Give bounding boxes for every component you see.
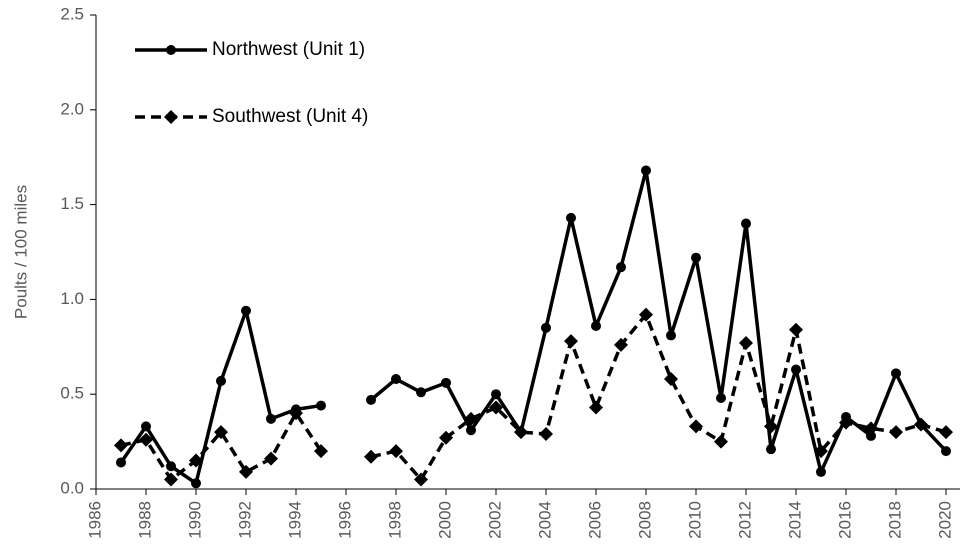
data-point — [741, 218, 751, 229]
series-line — [119, 168, 948, 486]
data-point — [789, 322, 803, 337]
legend-marker — [164, 110, 178, 124]
data-point — [189, 453, 203, 468]
data-point — [391, 374, 401, 385]
data-point — [664, 372, 678, 387]
x-tick-label: 1994 — [285, 501, 304, 539]
data-point — [816, 466, 826, 477]
data-point — [864, 421, 878, 436]
y-tick-label: 1.5 — [60, 194, 84, 213]
data-point — [839, 415, 853, 430]
x-tick-label: 2004 — [535, 501, 554, 539]
data-point — [591, 320, 601, 331]
data-point — [389, 444, 403, 459]
data-point — [689, 419, 703, 434]
data-point — [666, 330, 676, 341]
x-tick-label: 2014 — [785, 501, 804, 539]
data-point — [314, 444, 328, 459]
data-point — [266, 413, 276, 424]
x-tick-label: 2016 — [835, 501, 854, 539]
data-point — [866, 430, 876, 441]
data-point — [489, 400, 503, 415]
x-tick-label: 2010 — [685, 501, 704, 539]
data-point — [889, 425, 903, 440]
y-tick-label: 2.0 — [60, 99, 84, 118]
data-point — [566, 212, 576, 223]
y-tick-label: 2.5 — [60, 4, 84, 23]
x-tick-label: 2006 — [585, 501, 604, 539]
x-tick-label: 2002 — [485, 501, 504, 539]
data-point — [439, 430, 453, 445]
data-point — [616, 262, 626, 273]
data-point — [739, 336, 753, 351]
data-point — [641, 165, 651, 176]
data-point — [714, 434, 728, 449]
data-point — [166, 461, 176, 472]
data-point — [791, 364, 801, 375]
x-tick-label: 1990 — [185, 501, 204, 539]
data-point — [164, 472, 178, 487]
data-point — [264, 451, 278, 466]
data-point — [441, 377, 451, 388]
y-tick-label: 0.0 — [60, 478, 84, 497]
data-point — [464, 411, 478, 426]
x-tick-label: 2008 — [635, 501, 654, 539]
data-point — [891, 368, 901, 379]
data-point — [216, 375, 226, 386]
data-point — [214, 425, 228, 440]
data-point — [114, 438, 128, 453]
data-point — [514, 425, 528, 440]
legend-marker — [166, 45, 176, 55]
data-point — [539, 427, 553, 442]
data-point — [316, 400, 326, 411]
data-point — [614, 337, 628, 352]
x-tick-label: 2018 — [885, 501, 904, 539]
data-point — [589, 400, 603, 415]
data-point — [116, 457, 126, 468]
x-tick-label: 2000 — [435, 501, 454, 539]
data-point — [941, 446, 951, 457]
data-point — [414, 472, 428, 487]
data-point — [691, 252, 701, 263]
data-point — [939, 425, 953, 440]
x-tick-label: 1988 — [135, 501, 154, 539]
data-point — [141, 421, 151, 432]
data-point — [491, 389, 501, 400]
x-tick-label: 2020 — [935, 501, 954, 539]
legend-label: Southwest (Unit 4) — [212, 106, 368, 127]
x-tick-label: 1996 — [335, 501, 354, 539]
data-point — [241, 305, 251, 316]
data-point — [289, 406, 303, 421]
data-point — [639, 307, 653, 322]
x-tick-label: 1998 — [385, 501, 404, 539]
data-point — [764, 419, 778, 434]
data-point — [466, 425, 476, 436]
data-point — [541, 322, 551, 333]
x-tick-label: 2012 — [735, 501, 754, 539]
data-point — [814, 444, 828, 459]
data-point — [366, 394, 376, 405]
data-point — [914, 417, 928, 432]
x-tick-label: 1992 — [235, 501, 254, 539]
data-point — [766, 444, 776, 455]
data-point — [139, 432, 153, 447]
data-point — [239, 464, 253, 479]
data-point — [364, 449, 378, 464]
y-axis-label: Poults / 100 miles — [11, 185, 30, 319]
data-point — [416, 387, 426, 398]
legend-label: Northwest (Unit 1) — [212, 39, 365, 60]
x-tick-label: 1986 — [85, 501, 104, 539]
y-tick-label: 0.5 — [60, 384, 84, 403]
data-point — [564, 334, 578, 349]
data-point — [716, 392, 726, 403]
data-point — [191, 478, 201, 489]
y-tick-label: 1.0 — [60, 289, 84, 308]
